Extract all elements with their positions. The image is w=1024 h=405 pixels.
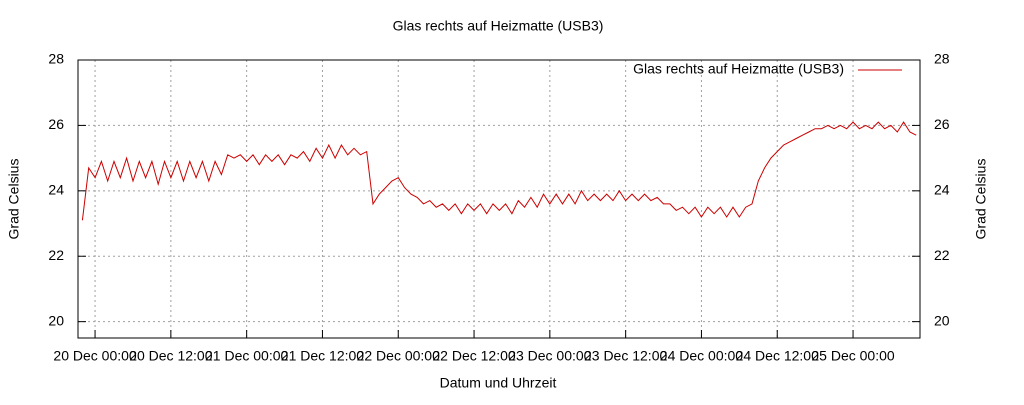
y-axis-label: Grad Celsius [6, 159, 22, 240]
x-axis-label: Datum und Uhrzeit [440, 375, 557, 391]
y-tick-label: 20 [48, 312, 64, 328]
x-tick-label: 23 Dec 12:00 [584, 348, 667, 364]
x-tick-label: 21 Dec 12:00 [281, 348, 364, 364]
y2-axis-label: Grad Celsius [973, 159, 989, 240]
x-tick-label: 22 Dec 12:00 [432, 348, 515, 364]
x-tick-label: 20 Dec 12:00 [129, 348, 212, 364]
plot-frame [77, 59, 921, 339]
x-tick-label: 20 Dec 00:00 [53, 348, 136, 364]
chart-title: Glas rechts auf Heizmatte (USB3) [393, 18, 604, 34]
y2-tick-label: 28 [934, 51, 950, 67]
y-tick-label: 22 [48, 247, 64, 263]
x-tick-label: 22 Dec 00:00 [357, 348, 440, 364]
x-tick-label: 24 Dec 12:00 [736, 348, 819, 364]
y-tick-label: 28 [48, 51, 64, 67]
y2-tick-label: 20 [934, 312, 950, 328]
x-tick-label: 21 Dec 00:00 [205, 348, 288, 364]
legend-label: Glas rechts auf Heizmatte (USB3) [633, 61, 844, 77]
y-tick-label: 26 [48, 116, 64, 132]
x-tick-label: 23 Dec 00:00 [508, 348, 591, 364]
y2-tick-label: 22 [934, 247, 950, 263]
y-tick-label: 24 [48, 182, 64, 198]
y2-tick-label: 24 [934, 182, 950, 198]
x-tick-label: 24 Dec 00:00 [660, 348, 743, 364]
data-line [81, 121, 917, 221]
x-tick-label: 25 Dec 00:00 [811, 348, 894, 364]
y2-tick-label: 26 [934, 116, 950, 132]
